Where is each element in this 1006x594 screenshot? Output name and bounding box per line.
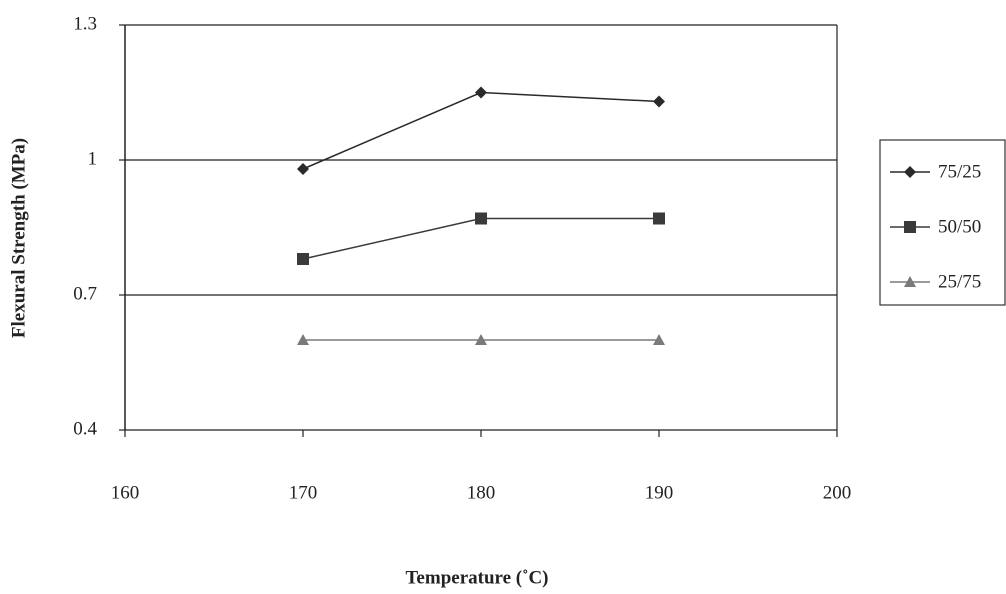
data-point: [297, 163, 309, 175]
y-tick-label: 1: [88, 148, 98, 169]
series-line: [303, 93, 659, 170]
legend-label: 25/75: [938, 271, 981, 292]
data-point: [475, 213, 487, 225]
chart: Temperature (˚C) Flexural Strength (MPa)…: [0, 0, 1006, 594]
y-tick-label: 0.4: [73, 418, 97, 439]
x-tick-label: 170: [289, 482, 318, 503]
x-axis-label: Temperature (˚C): [406, 567, 549, 588]
x-tick-label: 200: [823, 482, 852, 503]
x-tick-label: 190: [645, 482, 674, 503]
data-point: [653, 96, 665, 108]
y-tick-label: 0.7: [73, 283, 97, 304]
legend-label: 75/25: [938, 161, 981, 182]
data-point: [653, 213, 665, 225]
y-axis-label: Flexural Strength (MPa): [8, 138, 29, 338]
series-line: [303, 219, 659, 260]
legend-marker: [904, 221, 916, 233]
legend-marker: [904, 166, 916, 178]
x-tick-label: 180: [467, 482, 496, 503]
page: {"chart_data": {"type": "line", "x_label…: [0, 0, 1006, 594]
data-point: [475, 87, 487, 99]
y-tick-label: 1.3: [73, 13, 97, 34]
data-point: [297, 253, 309, 265]
x-tick-label: 160: [111, 482, 140, 503]
legend-label: 50/50: [938, 216, 981, 237]
